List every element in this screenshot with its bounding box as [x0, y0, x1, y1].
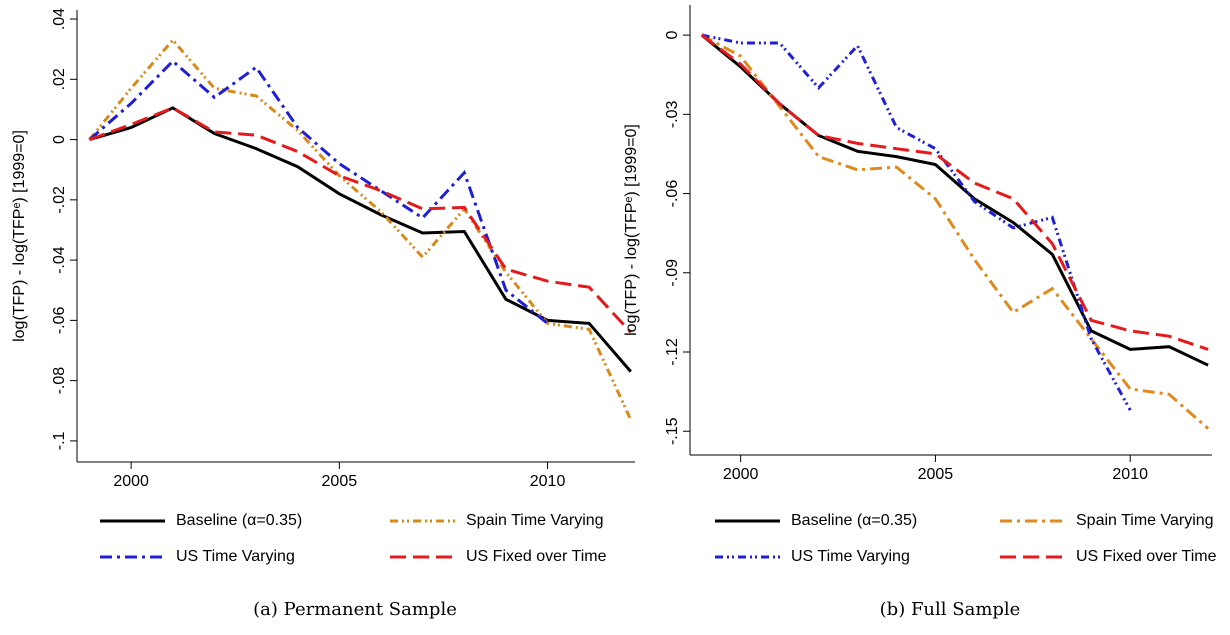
legend-label: US Fixed over Time	[466, 548, 607, 565]
y-tick-label: 0	[664, 31, 681, 40]
series-line	[89, 106, 632, 373]
y-tick-label: -.12	[664, 338, 681, 366]
series-line	[700, 33, 1209, 367]
legend-label: US Time Varying	[791, 548, 910, 565]
y-tick-label: .04	[51, 8, 68, 30]
y-tick-label: -.06	[664, 180, 681, 208]
series-line	[701, 33, 1132, 411]
legend-label: US Time Varying	[176, 548, 295, 565]
series-line	[700, 33, 1210, 430]
series-line	[88, 106, 632, 334]
y-tick-label: .02	[51, 68, 68, 90]
legend-label: US Fixed over Time	[1076, 548, 1217, 565]
x-tick-label: 2000	[723, 466, 759, 483]
x-tick-label: 2000	[113, 473, 149, 490]
legend-label: Spain Time Varying	[1076, 512, 1214, 529]
y-tick-label: -.06	[51, 306, 68, 334]
series-line	[88, 37, 633, 421]
x-tick-label: 2005	[918, 466, 954, 483]
x-tick-label: 2010	[1112, 466, 1148, 483]
y-axis-title: log(TFP) - log(TFPᵉ) [1999=0]	[11, 130, 28, 342]
y-tick-label: 0	[51, 135, 68, 144]
series-line	[700, 33, 1209, 351]
caption: (a) Permanent Sample	[253, 599, 457, 620]
legend-label: Baseline (α=0.35)	[176, 512, 302, 529]
y-axis-title: log(TFP) - log(TFPᵉ) [1999=0]	[623, 124, 640, 336]
y-tick-label: -.15	[664, 417, 681, 445]
y-tick-label: -.09	[664, 259, 681, 287]
legend-label: Baseline (α=0.35)	[791, 512, 917, 529]
y-tick-label: -.08	[51, 367, 68, 395]
series-line	[88, 59, 549, 325]
legend-label: Spain Time Varying	[466, 512, 604, 529]
x-tick-label: 2005	[322, 473, 358, 490]
y-tick-label: -.02	[51, 186, 68, 214]
y-tick-label: -.1	[51, 431, 68, 450]
y-tick-label: -.04	[51, 246, 68, 274]
x-tick-label: 2010	[530, 473, 566, 490]
caption: (b) Full Sample	[880, 599, 1021, 620]
y-tick-label: -.03	[664, 100, 681, 128]
